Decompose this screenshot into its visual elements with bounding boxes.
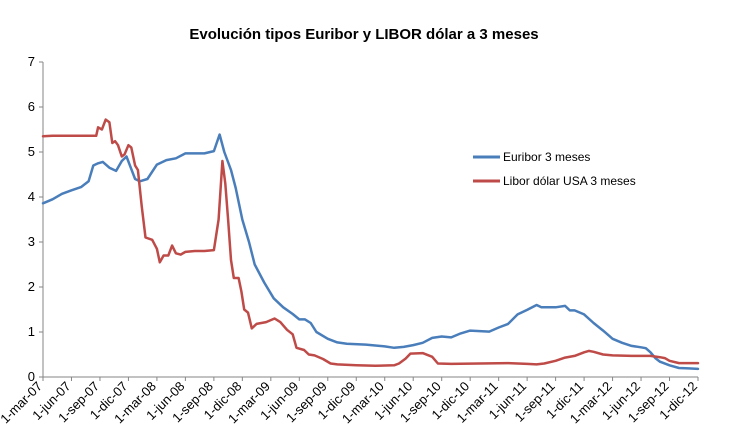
y-tick-label: 7 bbox=[28, 54, 35, 69]
series-lines bbox=[41, 118, 700, 371]
series-line-euribor bbox=[41, 133, 700, 371]
legend-label-libor: Libor dólar USA 3 meses bbox=[503, 174, 636, 188]
y-tick-label: 4 bbox=[28, 189, 35, 204]
y-tick-label: 6 bbox=[28, 99, 35, 114]
y-axis-ticks: 0 1 2 3 4 5 6 7 bbox=[28, 54, 43, 384]
y-tick-label: 0 bbox=[28, 369, 35, 384]
chart-title: Evolución tipos Euribor y LIBOR dólar a … bbox=[189, 26, 538, 43]
y-tick-label: 2 bbox=[28, 279, 35, 294]
legend-label-euribor: Euribor 3 meses bbox=[503, 150, 590, 164]
y-tick-label: 1 bbox=[28, 324, 35, 339]
series-line-libor bbox=[41, 118, 700, 368]
y-tick-label: 5 bbox=[28, 144, 35, 159]
y-tick-label: 3 bbox=[28, 234, 35, 249]
x-axis-ticks: 1-mar-071-jun-071-sep-071-dic-071-mar-08… bbox=[0, 377, 700, 426]
chart-legend: Euribor 3 meses Libor dólar USA 3 meses bbox=[473, 150, 636, 188]
chart-axes bbox=[42, 62, 698, 378]
